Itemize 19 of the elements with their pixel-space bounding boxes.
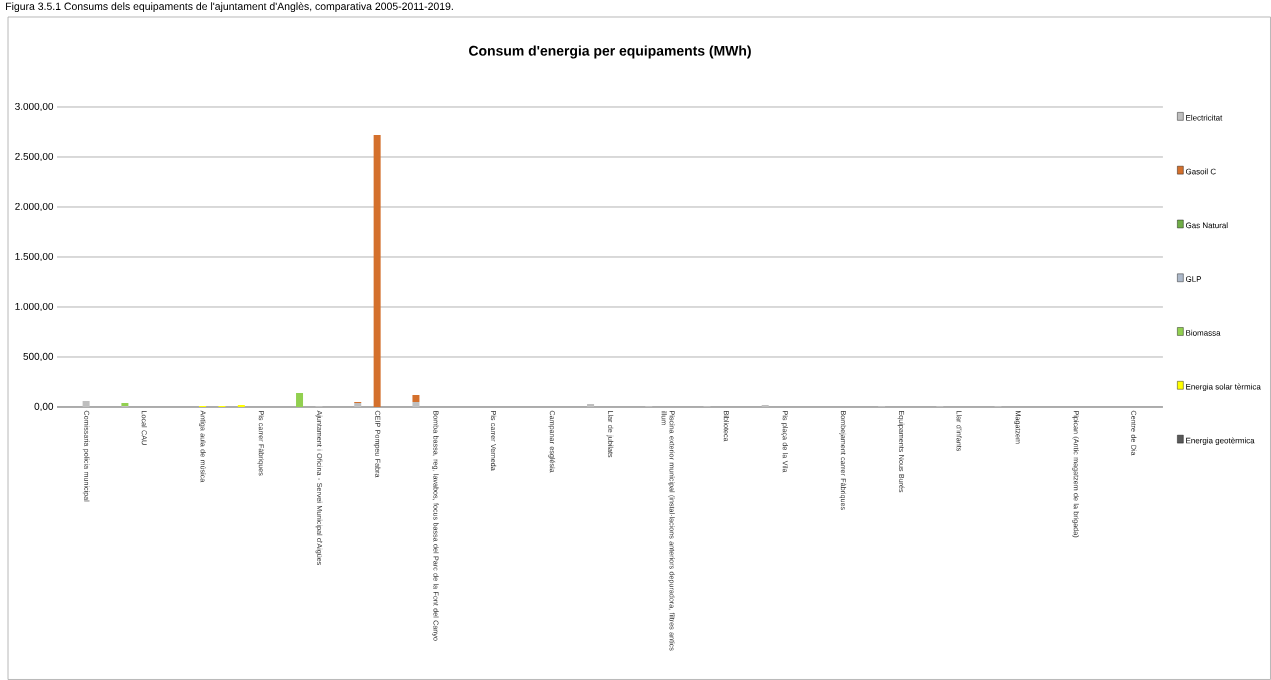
bar [412,401,420,407]
bar [354,402,362,407]
bar [761,404,769,407]
chart-title: Consum d'energia per equipaments (MWh) [469,45,751,59]
y-tick-label: 1.500,00 [15,252,54,262]
y-tick-label: 2.500,00 [15,152,54,162]
bar [587,403,595,407]
bar [296,392,304,407]
text: Figura 3.5.1 Consums dels equipaments de l'ajuntament d'Anglès, comparativa 2005-2011-2019. [6,2,453,13]
bar [237,404,245,407]
y-tick-label: 3.000,00 [15,102,54,112]
bar [82,400,90,407]
y-tick-label: 2.000,00 [15,202,54,212]
bar [373,134,381,407]
bar [412,394,420,402]
y-tick-label: 0,00 [34,402,54,412]
bar [121,402,129,406]
y-tick-label: 1.000,00 [15,302,54,312]
y-tick-label: 500,00 [23,352,54,362]
